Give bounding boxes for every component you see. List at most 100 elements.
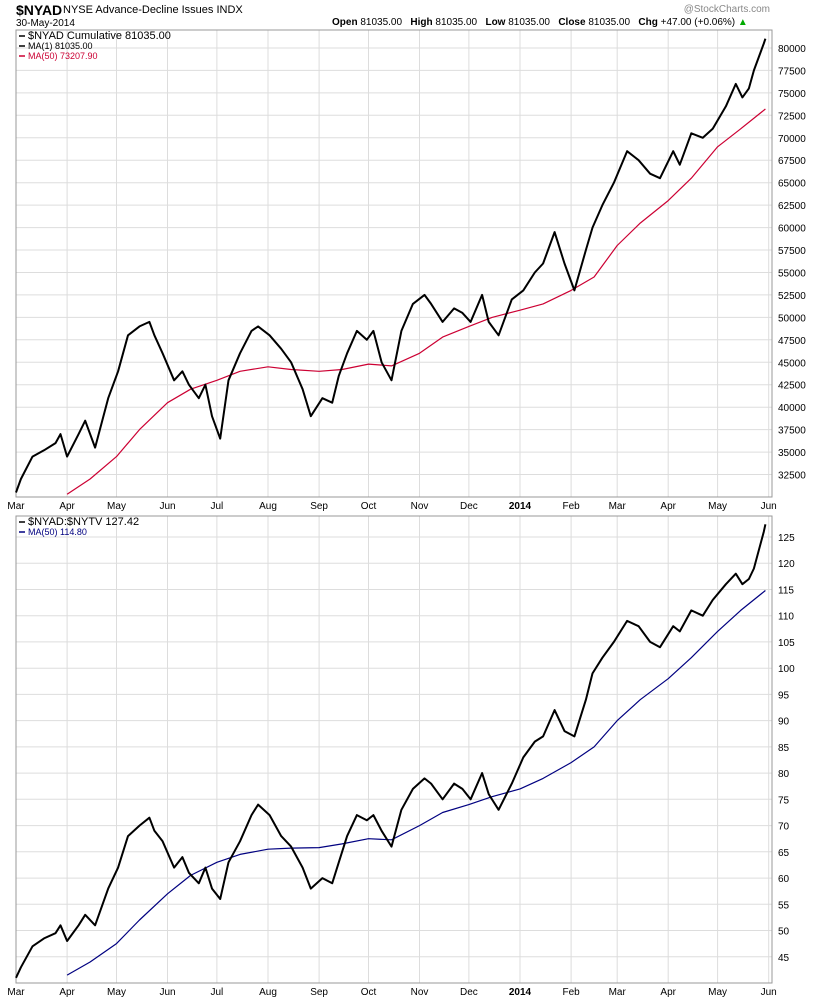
y-tick-label: 55: [778, 900, 790, 911]
y-tick-label: 52500: [778, 291, 806, 302]
x-tick-label: Jun: [761, 501, 777, 512]
y-tick-label: 65000: [778, 179, 806, 190]
x-tick-label: Jul: [211, 987, 224, 998]
high-label: High: [410, 17, 433, 28]
x-tick-label: Jun: [159, 987, 175, 998]
y-tick-label: 125: [778, 533, 795, 544]
y-tick-label: 37500: [778, 426, 806, 437]
y-tick-label: 67500: [778, 156, 806, 167]
bottom-panel: 45 50 55 60 65 70 75 80 85 90 95 100 105 110 115 120 125…: [7, 515, 795, 998]
y-tick-label: 35000: [778, 448, 806, 459]
y-tick-label: 60000: [778, 224, 806, 235]
y-tick-label: 42500: [778, 381, 806, 392]
chart-header: $NYAD NYSE Advance-Decline Issues INDX 3…: [0, 0, 820, 30]
y-tick-label: 115: [778, 586, 794, 597]
low-label: Low: [485, 17, 506, 28]
x-tick-label: 2014: [509, 987, 532, 998]
y-tick-label: 57500: [778, 246, 806, 257]
x-tick-label: May: [107, 987, 126, 998]
x-tick-label: May: [708, 987, 727, 998]
y-tick-label: 80000: [778, 44, 806, 55]
instrument-full-name: NYSE Advance-Decline Issues: [63, 4, 214, 16]
y-tick-label: 100: [778, 664, 795, 675]
x-tick-label: Aug: [259, 501, 277, 512]
y-tick-label: 95: [778, 690, 790, 701]
y-tick-label: 70: [778, 822, 790, 833]
top-panel: 32500 35000 37500 40000 42500 45000 47500 50000…: [7, 29, 806, 512]
y-tick-label: 80: [778, 769, 790, 780]
legend-entry: MA(1) 81035.00: [28, 41, 93, 51]
x-tick-label: Jun: [159, 501, 175, 512]
close-value: 81035.00: [588, 17, 631, 28]
plot-frame: [15, 29, 773, 498]
x-tick-label: Jul: [211, 501, 224, 512]
x-tick-label: Sep: [310, 501, 328, 512]
y-tick-label: 75: [778, 795, 790, 806]
x-tick-label: Oct: [361, 501, 377, 512]
x-tick-label: Feb: [562, 987, 580, 998]
ma50-series-line: [66, 590, 766, 976]
y-tick-label: 50000: [778, 313, 806, 324]
y-tick-label: 72500: [778, 111, 806, 122]
x-tick-label: Aug: [259, 987, 277, 998]
legend-entry: MA(50) 73207.90: [28, 51, 98, 61]
x-tick-label: May: [708, 501, 727, 512]
x-tick-label: Mar: [609, 987, 627, 998]
y-tick-label: 60: [778, 874, 790, 885]
x-tick-label: Apr: [59, 987, 75, 998]
y-tick-label: 105: [778, 638, 795, 649]
x-tick-label: Oct: [361, 987, 377, 998]
y-tick-label: 50: [778, 927, 790, 938]
chg-label: Chg: [638, 17, 658, 28]
price-series-line: [15, 38, 767, 493]
x-tick-label: Mar: [7, 501, 25, 512]
y-tick-label: 75000: [778, 89, 806, 100]
symbol: $NYAD: [16, 2, 63, 18]
y-tick-label: 40000: [778, 403, 806, 414]
y-tick-label: 65: [778, 848, 790, 859]
exchange: INDX: [216, 4, 243, 16]
y-tick-label: 77500: [778, 66, 806, 77]
low-value: 81035.00: [508, 17, 550, 28]
plot-frame: [15, 515, 773, 984]
watermark: @StockCharts.com: [683, 4, 770, 15]
y-tick-label: 45: [778, 953, 790, 964]
y-tick-label: 70000: [778, 134, 806, 145]
ma50-series-line: [66, 108, 766, 495]
y-tick-label: 110: [778, 612, 794, 623]
quote-bar: Open 81035.00 High 81035.00 Low 81035.00…: [332, 17, 748, 28]
x-tick-label: Feb: [562, 501, 580, 512]
x-tick-label: Jun: [761, 987, 777, 998]
open-label: Open: [332, 17, 358, 28]
y-tick-label: 62500: [778, 201, 806, 212]
high-value: 81035.00: [435, 17, 478, 28]
x-tick-label: 2014: [509, 501, 532, 512]
close-label: Close: [558, 17, 586, 28]
y-tick-label: 90: [778, 717, 790, 728]
x-tick-label: Apr: [59, 501, 75, 512]
instrument-name: NYSE Advance-Decline Issues INDX: [63, 4, 243, 16]
legend-entry: MA(50) 114.80: [28, 527, 87, 537]
y-tick-label: 45000: [778, 358, 806, 369]
x-tick-label: Nov: [411, 501, 429, 512]
x-tick-label: Mar: [609, 501, 627, 512]
x-tick-label: Mar: [7, 987, 25, 998]
x-tick-label: Apr: [660, 501, 676, 512]
y-tick-label: 32500: [778, 471, 806, 482]
y-tick-label: 85: [778, 743, 790, 754]
legend-entry: $NYAD:$NYTV 127.42: [28, 516, 139, 528]
open-value: 81035.00: [360, 17, 403, 28]
x-tick-label: Sep: [310, 987, 328, 998]
up-arrow-icon: ▲: [737, 17, 748, 28]
x-tick-label: Dec: [460, 501, 478, 512]
x-tick-label: Nov: [411, 987, 429, 998]
y-tick-label: 55000: [778, 269, 806, 280]
legend-entry: $NYAD Cumulative 81035.00: [28, 30, 171, 42]
y-tick-label: 47500: [778, 336, 806, 347]
x-tick-label: May: [107, 501, 126, 512]
price-series-line: [15, 524, 767, 979]
x-tick-label: Apr: [660, 987, 676, 998]
x-tick-label: Dec: [460, 987, 478, 998]
y-tick-label: 120: [778, 559, 795, 570]
